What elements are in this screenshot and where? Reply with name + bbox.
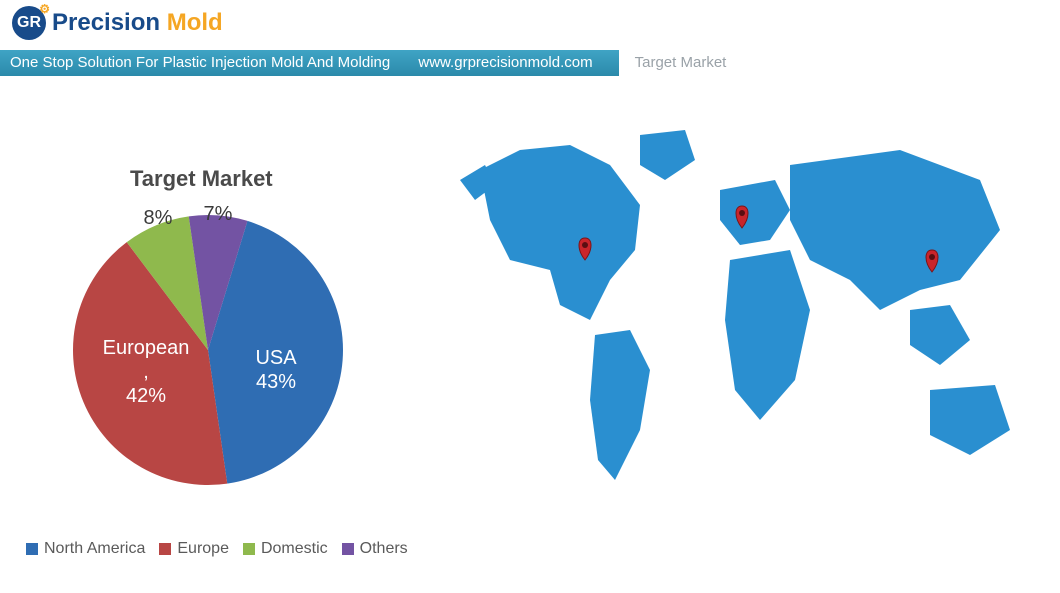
brand-logo: GR ⚙ Precision Mold bbox=[12, 6, 223, 40]
logo-wordmark: Precision Mold bbox=[52, 9, 223, 37]
legend-item-europe: Europe bbox=[159, 540, 229, 558]
legend-swatch bbox=[26, 543, 38, 555]
world-map-svg bbox=[440, 110, 1040, 510]
header-banner: One Stop Solution For Plastic Injection … bbox=[0, 50, 726, 76]
banner-page-label: Target Market bbox=[635, 50, 727, 76]
continent-se-asia bbox=[910, 305, 970, 365]
legend-swatch bbox=[243, 543, 255, 555]
legend-label: Europe bbox=[177, 540, 229, 558]
banner-url: www.grprecisionmold.com bbox=[418, 54, 592, 71]
legend-label: North America bbox=[44, 540, 145, 558]
banner-bar: One Stop Solution For Plastic Injection … bbox=[0, 50, 619, 76]
continent-africa bbox=[725, 250, 810, 420]
logo-badge: GR ⚙ bbox=[12, 6, 46, 40]
legend-item-domestic: Domestic bbox=[243, 540, 328, 558]
continent-australia bbox=[930, 385, 1010, 455]
chart-title: Target Market bbox=[130, 166, 273, 192]
legend-item-north-america: North America bbox=[26, 540, 145, 558]
logo-badge-text: GR bbox=[17, 14, 41, 32]
legend-swatch bbox=[342, 543, 354, 555]
legend-item-others: Others bbox=[342, 540, 408, 558]
continent-south-america bbox=[590, 330, 650, 480]
continent-europe bbox=[720, 180, 790, 245]
logo-word-1: Precision bbox=[52, 9, 160, 36]
continent-north-america bbox=[460, 145, 640, 320]
legend-label: Domestic bbox=[261, 540, 328, 558]
banner-tagline: One Stop Solution For Plastic Injection … bbox=[10, 54, 390, 71]
logo-word-2: Mold bbox=[160, 9, 223, 36]
continent-greenland bbox=[640, 130, 695, 180]
chart-legend: North America Europe Domestic Others bbox=[26, 540, 422, 558]
target-market-pie-chart: USA43%European,42%8%7% bbox=[58, 200, 358, 500]
continent-asia bbox=[790, 150, 1000, 310]
legend-label: Others bbox=[360, 540, 408, 558]
legend-swatch bbox=[159, 543, 171, 555]
pie-svg bbox=[58, 200, 358, 500]
gear-icon: ⚙ bbox=[39, 2, 50, 16]
continents bbox=[460, 130, 1010, 480]
world-map bbox=[440, 110, 1040, 510]
